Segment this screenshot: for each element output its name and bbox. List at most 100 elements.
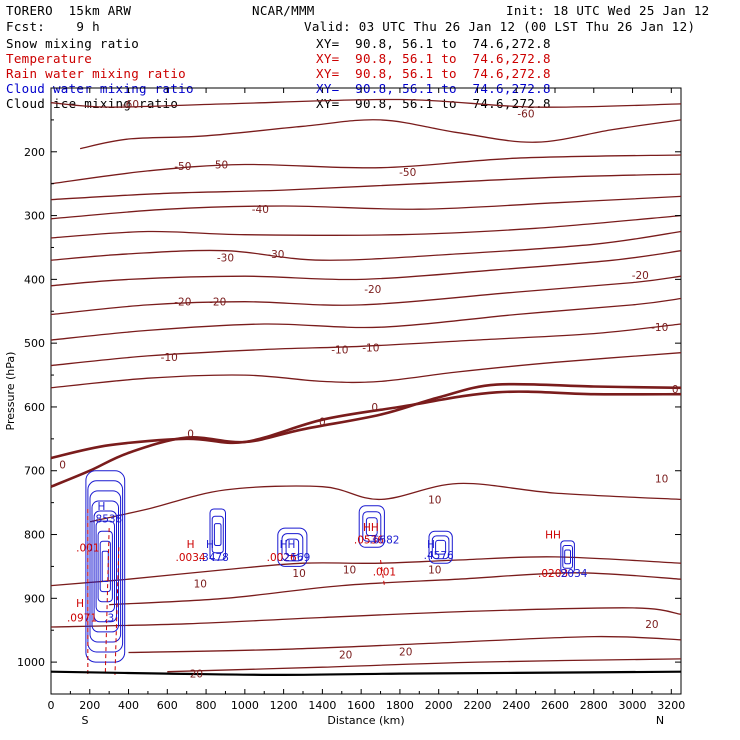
temperature-contour-label: -10 <box>331 345 348 357</box>
cloud-water-contour <box>285 538 300 556</box>
temperature-contour-10 <box>50 556 682 587</box>
cloud-water-contour <box>428 530 453 564</box>
organization: NCAR/MMM <box>252 3 315 18</box>
cloud-water-contour <box>431 535 450 560</box>
maximum-label: HH <box>280 539 296 551</box>
x-tick-label: 3000 <box>619 699 647 712</box>
model-title: TORERO 15km ARW <box>6 3 132 18</box>
maximum-label: HH <box>545 530 561 542</box>
rain-mixing-contour <box>104 528 110 675</box>
cloud-water-contour <box>564 549 572 565</box>
temperature-contour-label: 20 <box>190 669 203 681</box>
temperature-contour-10 <box>89 482 682 523</box>
x-tick-label: 2400 <box>502 699 530 712</box>
y-tick-label: 400 <box>24 273 45 286</box>
legend-rain-xy: XY= 90.8, 56.1 to 74.6,272.8 <box>316 66 551 81</box>
temperature-contour-m10 <box>50 352 682 389</box>
rain-mixing-contour <box>114 547 120 675</box>
maximum-label: .0203 <box>538 568 568 580</box>
maximum-label: .2169 <box>280 552 310 564</box>
maximum-label: .2034 <box>557 568 587 580</box>
temperature-contour-label: 0 <box>59 459 66 471</box>
ground-surface <box>50 670 682 677</box>
x-tick-label: 2000 <box>425 699 453 712</box>
temperature-contour-0 <box>50 390 682 460</box>
x-tick-label: 2600 <box>541 699 569 712</box>
cloud-water-contour <box>97 530 113 603</box>
cloud-water-contour <box>93 510 117 623</box>
y-tick-label: 200 <box>24 146 45 159</box>
temperature-contour-10 <box>109 572 682 606</box>
x-tick-label: 2800 <box>580 699 608 712</box>
cloud-water-contour <box>358 505 385 548</box>
temperature-contour-m40 <box>50 214 682 239</box>
temperature-contour-label: 10 <box>343 565 356 577</box>
valid-time: Valid: 03 UTC Thu 26 Jan 12 (00 LST Thu … <box>304 19 696 34</box>
temperature-contour-label: -10 <box>362 343 379 355</box>
x-tick-label: 600 <box>157 699 178 712</box>
cloud-water-contour <box>89 490 122 643</box>
temperature-contour-m30 <box>50 230 682 261</box>
cloud-water-contour <box>213 523 222 546</box>
temperature-contour-m60 <box>79 119 682 150</box>
x-axis: 0 200 400 600 800 1000 1200 1400 1600 1800 2000 220… <box>48 88 685 712</box>
temperature-contour-label: -30 <box>217 253 234 265</box>
x-tick-label: 800 <box>196 699 217 712</box>
temperature-contour-20 <box>167 658 682 673</box>
x-tick-label: 0 <box>48 699 55 712</box>
temperature-contour-label: -20 <box>364 284 381 296</box>
x-axis-title: Distance (km) <box>327 714 404 727</box>
temperature-contour-label: -50 <box>399 167 416 179</box>
maximum-label: H <box>206 539 214 551</box>
y-tick-label: 600 <box>24 401 45 414</box>
temperature-contours <box>50 98 682 673</box>
x-tick-label: 1400 <box>308 699 336 712</box>
y-tick-label: 300 <box>24 210 45 223</box>
temperature-contour-label: 0 <box>371 402 378 414</box>
maximum-label: .0026 <box>267 552 297 564</box>
maximum-label: H <box>427 539 435 551</box>
right-endpoint-label: N <box>656 714 664 727</box>
cloud-water-contour <box>277 527 308 567</box>
cloud-water-contour <box>435 539 447 555</box>
cloud-water-contour <box>101 550 109 582</box>
maximum-label: .0034 <box>176 552 206 564</box>
temperature-contour-label: 10 <box>194 579 207 591</box>
temperature-contour-m20 <box>50 275 682 316</box>
temperature-contour-label: -50 <box>211 160 228 172</box>
temperature-contour-label: 10 <box>428 565 441 577</box>
x-tick-label: 200 <box>79 699 100 712</box>
x-tick-label: 1000 <box>231 699 259 712</box>
legend-temperature-label: Temperature <box>6 51 93 66</box>
temperature-contour-0 <box>50 382 682 488</box>
cloud-water-contours <box>85 470 575 675</box>
temperature-contour-label: -60 <box>122 99 139 111</box>
maximum-label: .001 <box>76 542 99 554</box>
temperature-contour-label: 10 <box>655 473 668 485</box>
maximum-label: .0536 <box>354 535 384 547</box>
temperature-contour-label: 20 <box>645 619 658 631</box>
init-time: Init: 18 UTC Wed 25 Jan 12 <box>506 3 710 18</box>
temperature-contour-label: -40 <box>252 204 269 216</box>
x-tick-label: 400 <box>118 699 139 712</box>
y-tick-label: 900 <box>24 592 45 605</box>
temperature-contour-label: -20 <box>209 297 226 309</box>
maximum-label: .3 <box>104 612 114 624</box>
y-tick-label: 1000 <box>17 656 45 669</box>
temperature-contour-label: 20 <box>339 649 352 661</box>
cloud-water-contour <box>209 508 226 561</box>
forecast-hour: Fcst: 9 h <box>6 19 100 34</box>
cloud-water-contour <box>281 533 304 562</box>
cloud-water-contour <box>362 511 382 542</box>
maximum-label: .0971 <box>67 612 97 624</box>
x-tick-label: 3200 <box>657 699 685 712</box>
legend-temperature-xy: XY= 90.8, 56.1 to 74.6,272.8 <box>316 51 551 66</box>
legend-rain-label: Rain water mixing ratio <box>6 66 186 81</box>
temperature-contour-label: -30 <box>267 249 284 261</box>
temperature-contour-m50 <box>50 173 682 201</box>
plot-frame <box>50 87 682 695</box>
temperature-contour-label: 0 <box>319 417 326 429</box>
temperature-contour-m20 <box>50 297 682 341</box>
temperature-contour-label: -10 <box>161 352 178 364</box>
